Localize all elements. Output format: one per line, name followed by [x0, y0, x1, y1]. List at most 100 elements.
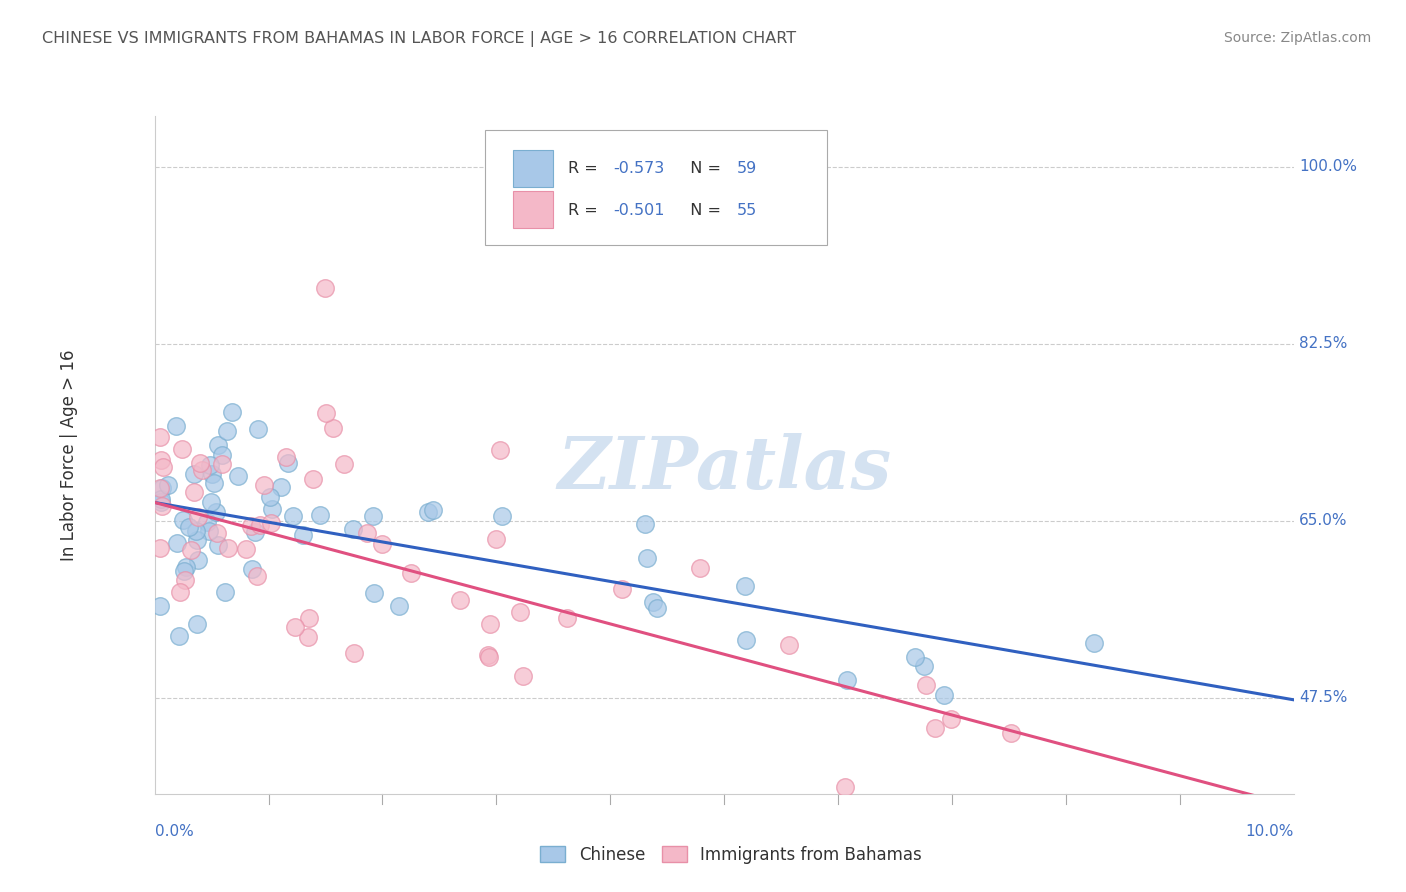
- Point: [165, 419, 187, 434]
- Point: [149, 491, 172, 506]
- Point: [156, 478, 179, 492]
- Text: In Labor Force | Age > 16: In Labor Force | Age > 16: [60, 349, 79, 561]
- Point: [174, 559, 197, 574]
- Point: [734, 579, 756, 593]
- Point: [207, 538, 229, 552]
- Point: [259, 490, 281, 504]
- Point: [557, 610, 579, 624]
- Point: [342, 522, 364, 536]
- Point: [247, 422, 270, 436]
- Point: [292, 527, 315, 541]
- Point: [240, 562, 263, 576]
- Point: [167, 629, 190, 643]
- Point: [217, 541, 239, 555]
- Point: [314, 281, 337, 295]
- Bar: [513, 191, 554, 227]
- Point: [485, 532, 508, 546]
- Point: [186, 533, 208, 548]
- Point: [245, 569, 267, 583]
- Point: [245, 525, 267, 540]
- Point: [226, 469, 249, 483]
- Point: [1000, 725, 1022, 739]
- Point: [152, 459, 174, 474]
- Point: [491, 509, 513, 524]
- Text: N =: N =: [679, 203, 725, 219]
- Point: [689, 561, 711, 575]
- Point: [195, 515, 218, 529]
- Point: [361, 509, 384, 524]
- Point: [509, 605, 531, 619]
- Text: 55: 55: [737, 203, 756, 219]
- Text: 47.5%: 47.5%: [1299, 690, 1347, 706]
- Point: [205, 505, 228, 519]
- Text: CHINESE VS IMMIGRANTS FROM BAHAMAS IN LABOR FORCE | AGE > 16 CORRELATION CHART: CHINESE VS IMMIGRANTS FROM BAHAMAS IN LA…: [42, 31, 796, 47]
- Point: [941, 712, 963, 726]
- Text: 65.0%: 65.0%: [1299, 513, 1348, 528]
- Point: [166, 535, 188, 549]
- Point: [478, 650, 501, 665]
- Point: [332, 457, 354, 471]
- Point: [188, 456, 211, 470]
- Point: [270, 480, 292, 494]
- Point: [177, 520, 200, 534]
- Point: [187, 510, 209, 524]
- Point: [186, 524, 208, 538]
- Point: [277, 456, 299, 470]
- Point: [477, 648, 499, 663]
- Point: [416, 505, 439, 519]
- Point: [149, 481, 172, 495]
- Point: [149, 430, 172, 444]
- Point: [322, 421, 344, 435]
- Point: [260, 502, 283, 516]
- Point: [610, 582, 633, 597]
- Point: [297, 630, 319, 644]
- Point: [235, 542, 257, 557]
- Point: [221, 405, 243, 419]
- Text: N =: N =: [679, 161, 725, 177]
- Point: [211, 457, 233, 471]
- Point: [636, 551, 658, 566]
- Point: [1181, 807, 1204, 822]
- Point: [200, 495, 222, 509]
- Text: 10.0%: 10.0%: [1246, 824, 1294, 839]
- Point: [217, 424, 239, 438]
- Point: [835, 673, 858, 687]
- Point: [172, 514, 194, 528]
- Point: [924, 721, 946, 735]
- Point: [149, 599, 172, 614]
- Point: [363, 586, 385, 600]
- Point: [186, 617, 208, 632]
- Point: [643, 594, 665, 608]
- Point: [387, 599, 409, 613]
- Text: R =: R =: [568, 161, 603, 177]
- Point: [932, 688, 955, 702]
- Point: [180, 542, 202, 557]
- Point: [309, 508, 332, 522]
- Point: [1144, 807, 1167, 822]
- Point: [198, 458, 221, 472]
- Point: [302, 472, 325, 486]
- Point: [645, 601, 668, 615]
- Point: [174, 573, 197, 587]
- Point: [281, 509, 304, 524]
- Point: [422, 502, 444, 516]
- Point: [183, 484, 205, 499]
- Point: [205, 526, 228, 541]
- Point: [274, 450, 297, 464]
- Point: [149, 453, 172, 467]
- Point: [735, 632, 758, 647]
- Point: [512, 669, 534, 683]
- Point: [201, 467, 224, 481]
- Text: -0.573: -0.573: [613, 161, 665, 177]
- Point: [150, 500, 173, 514]
- Point: [371, 537, 394, 551]
- Point: [149, 541, 172, 556]
- Point: [150, 494, 173, 508]
- Bar: [513, 150, 554, 187]
- Point: [249, 518, 271, 533]
- Text: 59: 59: [737, 161, 756, 177]
- Point: [356, 526, 378, 541]
- Point: [191, 463, 214, 477]
- Point: [202, 475, 225, 490]
- Point: [298, 611, 321, 625]
